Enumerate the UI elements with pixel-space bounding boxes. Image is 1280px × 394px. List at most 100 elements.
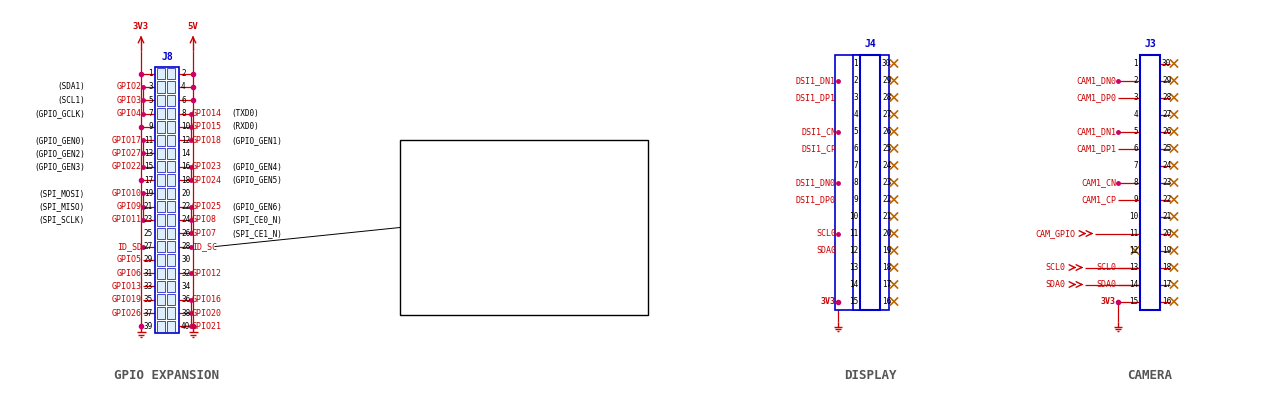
Bar: [166, 95, 175, 106]
Text: 2: 2: [854, 76, 858, 85]
Bar: [166, 294, 175, 305]
Text: 24: 24: [1162, 161, 1171, 170]
Text: 26: 26: [1162, 127, 1171, 136]
Bar: [157, 188, 165, 199]
Text: GPIO16: GPIO16: [192, 295, 221, 304]
Text: 15: 15: [143, 162, 154, 171]
Bar: [166, 81, 175, 93]
Text: 11: 11: [143, 136, 154, 145]
Text: CAM1_DP0: CAM1_DP0: [1076, 93, 1116, 102]
Text: SDA0: SDA0: [1044, 280, 1065, 289]
Text: 24: 24: [180, 216, 191, 225]
Bar: [1140, 55, 1160, 310]
Text: SDA0: SDA0: [1096, 280, 1116, 289]
Text: 37: 37: [143, 309, 154, 318]
Bar: [157, 148, 165, 159]
Bar: [166, 241, 175, 252]
Text: 5: 5: [854, 127, 858, 136]
Text: 3V3: 3V3: [820, 297, 836, 306]
Text: GPIO22: GPIO22: [113, 162, 142, 171]
Text: J4: J4: [864, 39, 876, 49]
Text: GPIO5: GPIO5: [116, 255, 142, 264]
Text: DSI1_CN: DSI1_CN: [801, 127, 836, 136]
Text: GPIO7: GPIO7: [192, 229, 218, 238]
Text: GPIO14: GPIO14: [192, 109, 221, 118]
Bar: [157, 241, 165, 252]
Text: 25: 25: [143, 229, 154, 238]
Text: that identifies the attached board and: that identifies the attached board and: [407, 218, 596, 227]
Text: than attaching an I2C ID EEPROM. Leave: than attaching an I2C ID EEPROM. Leave: [407, 283, 596, 292]
Text: CAM1_DN0: CAM1_DN0: [1076, 76, 1116, 85]
Text: (GPIO_GCLK): (GPIO_GCLK): [35, 109, 84, 118]
Text: (TXD0): (TXD0): [230, 109, 259, 118]
Text: (GPIO_GEN2): (GPIO_GEN2): [35, 149, 84, 158]
Bar: [157, 175, 165, 186]
Text: 3: 3: [1133, 93, 1138, 102]
Text: 9: 9: [148, 123, 154, 131]
Text: 26: 26: [180, 229, 191, 238]
Text: 11: 11: [849, 229, 858, 238]
Text: 28: 28: [1162, 93, 1171, 102]
Text: 32: 32: [180, 269, 191, 278]
Bar: [155, 67, 179, 333]
Text: 9: 9: [1133, 195, 1138, 204]
Text: GPIO4: GPIO4: [116, 109, 142, 118]
Text: 29: 29: [1162, 76, 1171, 85]
Text: At boot time this I2C interface will be: At boot time this I2C interface will be: [407, 192, 602, 201]
Bar: [157, 321, 165, 332]
Text: 22: 22: [882, 195, 891, 204]
Text: 23: 23: [143, 216, 154, 225]
Text: GPIO10: GPIO10: [113, 189, 142, 198]
Text: 27: 27: [143, 242, 154, 251]
Bar: [166, 201, 175, 212]
Text: (SPI_SCLK): (SPI_SCLK): [38, 216, 84, 225]
Text: J8: J8: [161, 52, 173, 62]
Text: 28: 28: [882, 93, 891, 102]
Text: (GPIO_GEN3): (GPIO_GEN3): [35, 162, 84, 171]
Text: CAM1_CN: CAM1_CN: [1082, 178, 1116, 187]
Text: 5: 5: [148, 96, 154, 105]
Text: 7: 7: [148, 109, 154, 118]
Text: CAM1_DP1: CAM1_DP1: [1076, 144, 1116, 153]
Text: 27: 27: [882, 110, 891, 119]
Text: 21: 21: [143, 202, 154, 211]
Text: SCL0: SCL0: [1044, 263, 1065, 272]
Bar: [166, 121, 175, 132]
Text: (RXD0): (RXD0): [230, 123, 259, 131]
Text: GPIO23: GPIO23: [192, 162, 221, 171]
Text: GPIO19: GPIO19: [113, 295, 142, 304]
Text: GPIO21: GPIO21: [192, 322, 221, 331]
Text: GPIO8: GPIO8: [192, 216, 218, 225]
Text: GPIO26: GPIO26: [113, 309, 142, 318]
Text: (SCL1): (SCL1): [58, 96, 84, 105]
Text: 5: 5: [1133, 127, 1138, 136]
Text: 3: 3: [148, 82, 154, 91]
Text: 30: 30: [882, 59, 891, 68]
Text: 25: 25: [882, 144, 891, 153]
Text: ID_SD and ID_SC PINS:: ID_SD and ID_SC PINS:: [407, 151, 539, 161]
Bar: [399, 140, 648, 315]
Text: 1: 1: [1133, 59, 1138, 68]
Text: (and optionally, Linux drivers).: (and optionally, Linux drivers).: [407, 244, 567, 253]
Bar: [166, 161, 175, 173]
Text: 30: 30: [1162, 59, 1171, 68]
Text: 9: 9: [854, 195, 858, 204]
Text: 14: 14: [180, 149, 191, 158]
Text: These pins are reserved for HAT ID EEPROM.: These pins are reserved for HAT ID EEPRO…: [407, 166, 617, 175]
Text: 5V: 5V: [188, 22, 198, 31]
Text: 16: 16: [180, 162, 191, 171]
Bar: [157, 268, 165, 279]
Text: 6: 6: [180, 96, 186, 105]
Bar: [157, 214, 165, 226]
Bar: [157, 201, 165, 212]
Bar: [166, 307, 175, 319]
Text: 18: 18: [180, 176, 191, 184]
Text: (GPIO_GEN6): (GPIO_GEN6): [230, 202, 282, 211]
Bar: [157, 161, 165, 173]
Text: DSI1_DN1: DSI1_DN1: [796, 76, 836, 85]
Text: 24: 24: [882, 161, 891, 170]
Text: ID_SC: ID_SC: [192, 242, 218, 251]
Text: (SDA1): (SDA1): [58, 82, 84, 91]
Text: (SPI_MISO): (SPI_MISO): [38, 202, 84, 211]
Bar: [157, 281, 165, 292]
